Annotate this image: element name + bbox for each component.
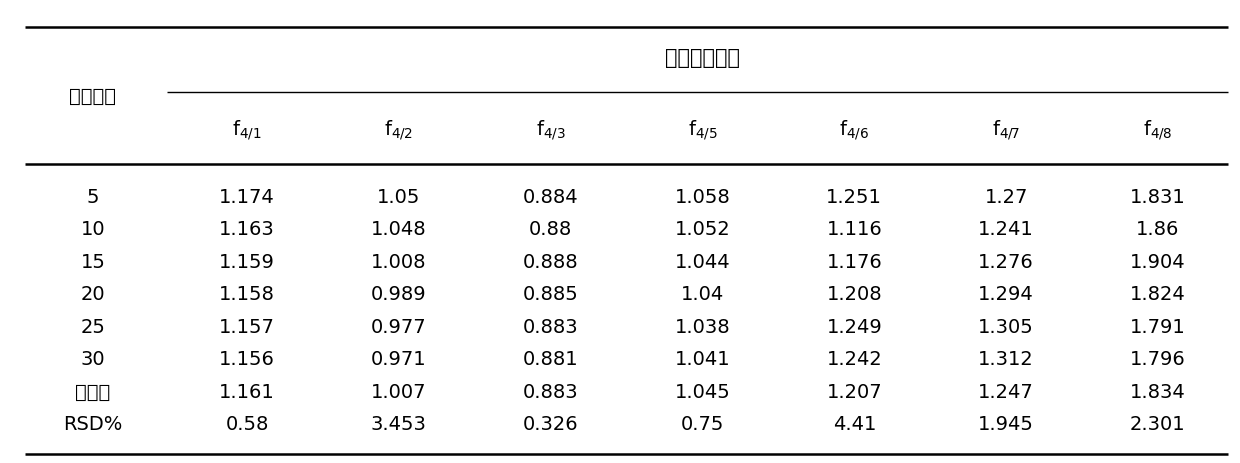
Text: 进样体积: 进样体积 [69,87,117,106]
Text: 1.161: 1.161 [219,382,275,400]
Text: 相对校正因子: 相对校正因子 [665,48,740,68]
Text: 1.163: 1.163 [219,220,275,238]
Text: 3.453: 3.453 [371,414,427,433]
Text: 4.41: 4.41 [832,414,875,433]
Text: 0.885: 0.885 [523,285,579,303]
Text: 1.945: 1.945 [978,414,1034,433]
Text: $\mathregular{f}_{4/2}$: $\mathregular{f}_{4/2}$ [384,118,413,142]
Text: 15: 15 [81,252,105,271]
Text: 1.158: 1.158 [219,285,275,303]
Text: 2.301: 2.301 [1130,414,1185,433]
Text: 0.88: 0.88 [529,220,573,238]
Text: 1.159: 1.159 [219,252,275,271]
Text: 1.27: 1.27 [985,188,1028,206]
Text: 1.305: 1.305 [978,317,1034,336]
Text: 10: 10 [81,220,105,238]
Text: 0.989: 0.989 [371,285,427,303]
Text: 1.157: 1.157 [219,317,275,336]
Text: 1.041: 1.041 [675,350,730,368]
Text: 1.241: 1.241 [978,220,1034,238]
Text: 1.208: 1.208 [826,285,882,303]
Text: 1.156: 1.156 [219,350,275,368]
Text: 1.831: 1.831 [1130,188,1185,206]
Text: 1.242: 1.242 [826,350,882,368]
Text: 30: 30 [81,350,105,368]
Text: 25: 25 [81,317,105,336]
Text: 1.007: 1.007 [371,382,427,400]
Text: 1.058: 1.058 [675,188,730,206]
Text: 0.58: 0.58 [226,414,269,433]
Text: 1.247: 1.247 [978,382,1034,400]
Text: 0.883: 0.883 [523,382,579,400]
Text: $\mathregular{f}_{4/1}$: $\mathregular{f}_{4/1}$ [232,118,262,142]
Text: 1.05: 1.05 [377,188,420,206]
Text: 0.75: 0.75 [681,414,724,433]
Text: RSD%: RSD% [63,414,123,433]
Text: 1.249: 1.249 [826,317,882,336]
Text: 1.044: 1.044 [675,252,730,271]
Text: 0.884: 0.884 [523,188,579,206]
Text: 1.904: 1.904 [1130,252,1185,271]
Text: 1.276: 1.276 [978,252,1034,271]
Text: 20: 20 [81,285,105,303]
Text: 1.791: 1.791 [1130,317,1185,336]
Text: 0.971: 0.971 [371,350,427,368]
Text: $\mathregular{f}_{4/5}$: $\mathregular{f}_{4/5}$ [687,118,718,142]
Text: 1.048: 1.048 [371,220,427,238]
Text: 1.04: 1.04 [681,285,724,303]
Text: 1.86: 1.86 [1136,220,1179,238]
Text: 0.881: 0.881 [523,350,579,368]
Text: 1.251: 1.251 [826,188,882,206]
Text: 0.326: 0.326 [523,414,579,433]
Text: 1.008: 1.008 [371,252,427,271]
Text: 1.038: 1.038 [675,317,730,336]
Text: 1.052: 1.052 [675,220,730,238]
Text: 1.824: 1.824 [1130,285,1185,303]
Text: 1.176: 1.176 [826,252,882,271]
Text: 1.294: 1.294 [978,285,1034,303]
Text: $\mathregular{f}_{4/8}$: $\mathregular{f}_{4/8}$ [1143,118,1173,142]
Text: $\mathregular{f}_{4/6}$: $\mathregular{f}_{4/6}$ [839,118,869,142]
Text: 1.207: 1.207 [826,382,882,400]
Text: 1.796: 1.796 [1130,350,1185,368]
Text: 1.312: 1.312 [978,350,1034,368]
Text: $\mathregular{f}_{4/3}$: $\mathregular{f}_{4/3}$ [536,118,565,142]
Text: 0.883: 0.883 [523,317,579,336]
Text: 平均値: 平均値 [76,382,110,400]
Text: 1.834: 1.834 [1130,382,1185,400]
Text: 1.174: 1.174 [219,188,275,206]
Text: 0.977: 0.977 [371,317,427,336]
Text: 1.116: 1.116 [826,220,882,238]
Text: 0.888: 0.888 [523,252,579,271]
Text: 1.045: 1.045 [675,382,730,400]
Text: 5: 5 [87,188,99,206]
Text: $\mathregular{f}_{4/7}$: $\mathregular{f}_{4/7}$ [992,118,1021,142]
